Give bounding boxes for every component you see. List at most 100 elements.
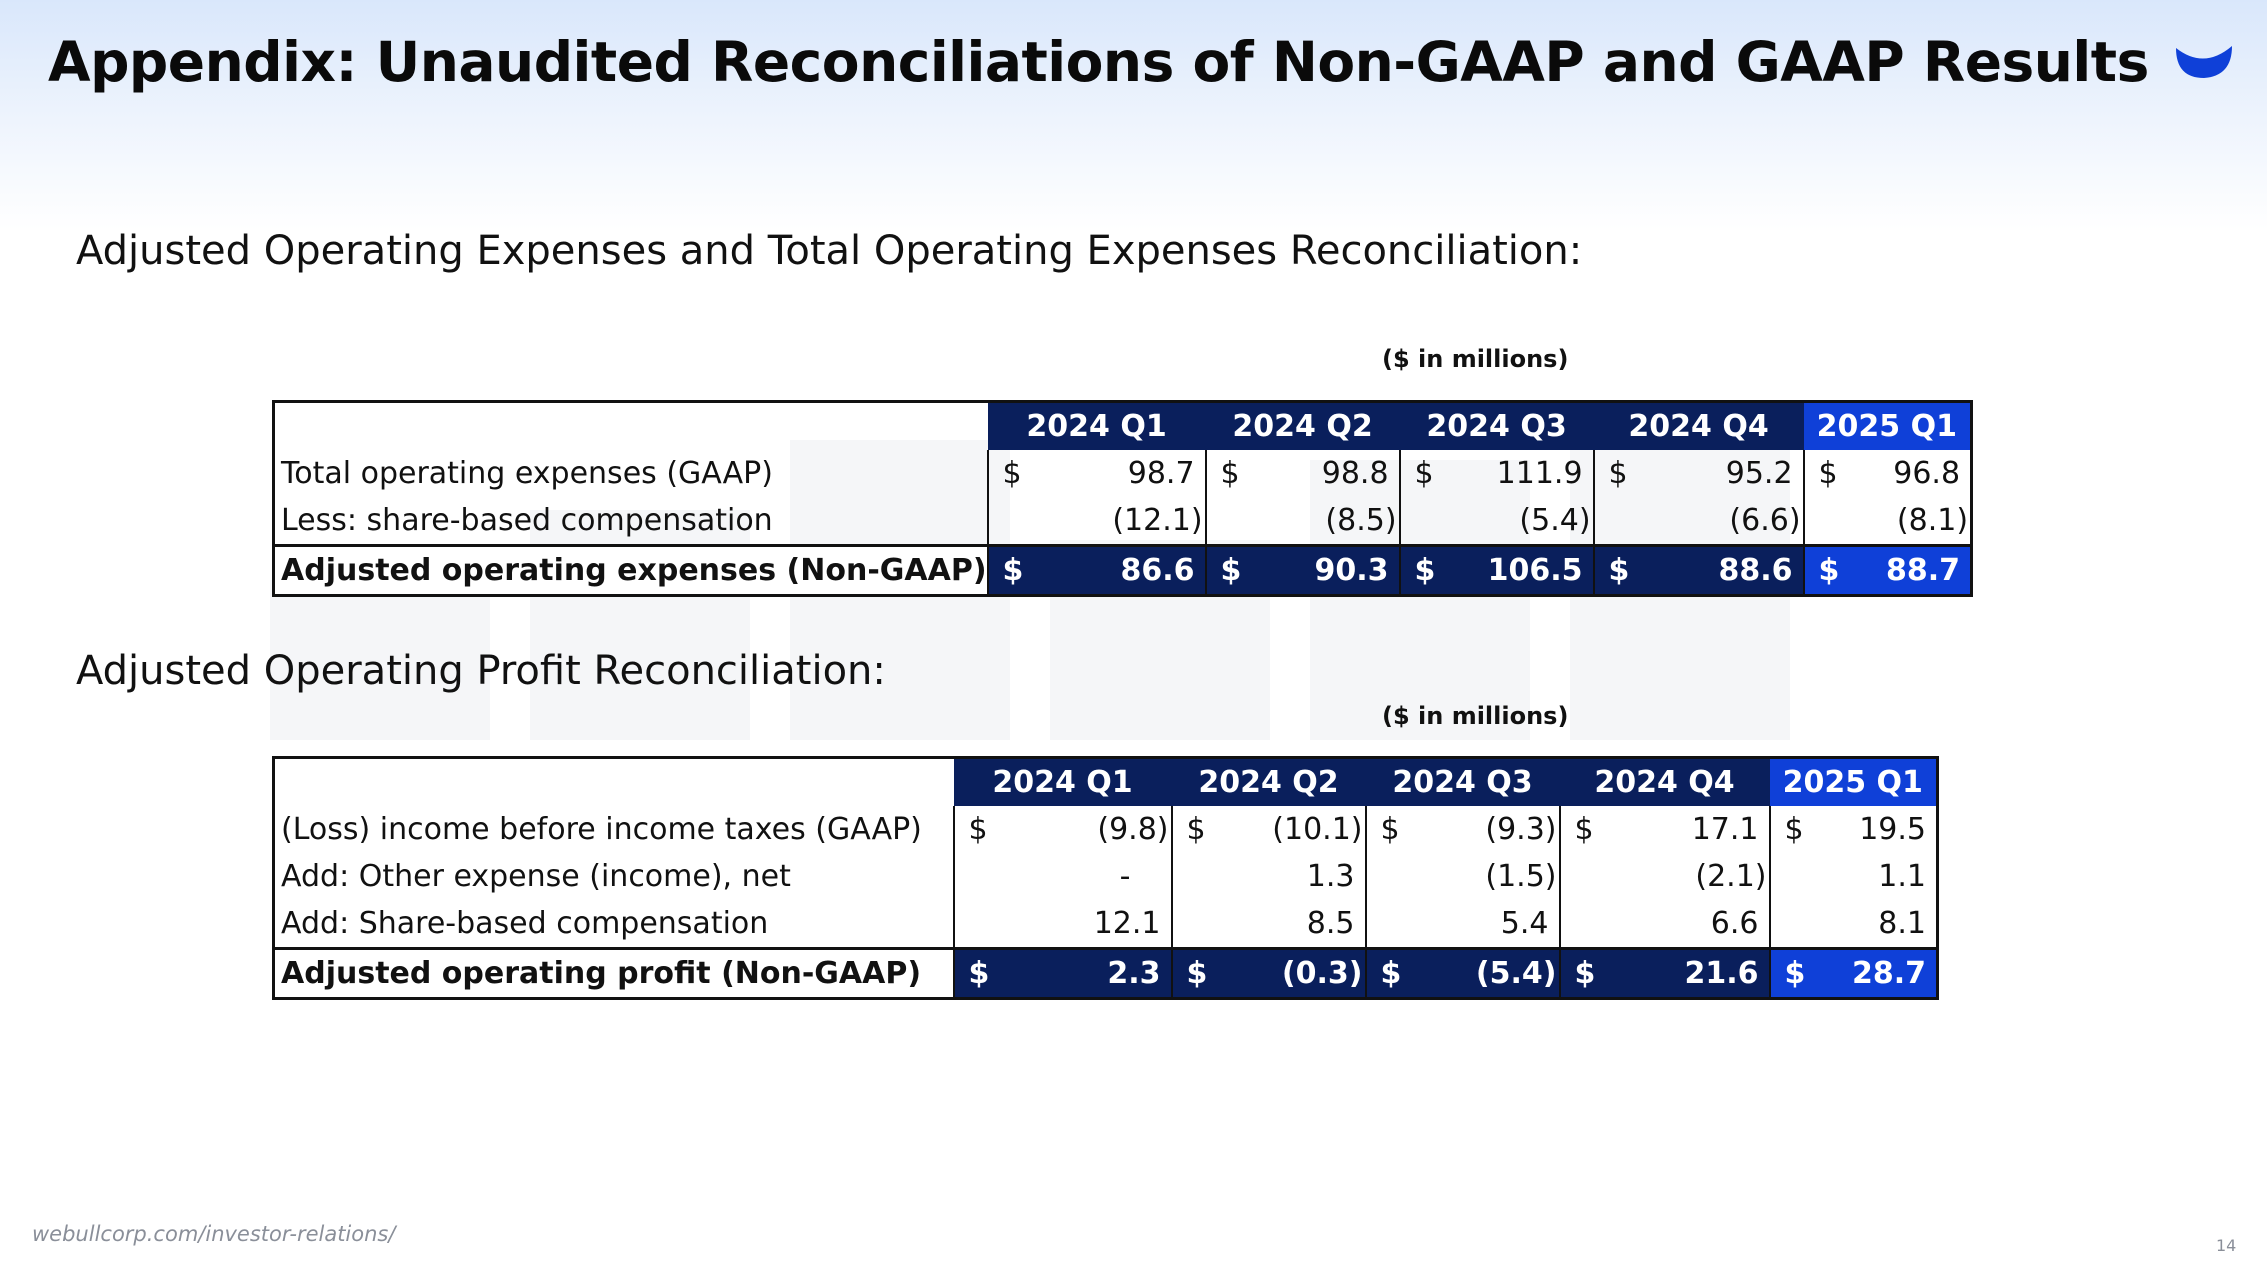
opex-reconciliation-table: 2024 Q1 2024 Q2 2024 Q3 2024 Q4 2025 Q1 … [272,400,1974,597]
profit-reconciliation-table: 2024 Q1 2024 Q2 2024 Q3 2024 Q4 2025 Q1 … [272,756,1939,1000]
currency-cell [1770,900,1812,949]
opex-section-title: Adjusted Operating Expenses and Total Op… [76,228,1583,274]
value-cell: 19.5 [1859,812,1926,847]
total-value-cell: 21.6 [1601,947,1771,999]
value-cell: (9.3) [1407,806,1561,853]
webull-logo-icon [2176,46,2232,78]
currency-cell [1172,853,1214,900]
value-cell: 1.3 [1213,853,1367,900]
currency-cell: $ [1205,544,1248,596]
table-header-row: 2024 Q1 2024 Q2 2024 Q3 2024 Q4 2025 Q1 [274,401,1972,451]
currency-cell: $ [1171,947,1214,999]
currency-cell: $ [953,947,996,999]
value-cell: (10.1) [1213,806,1367,853]
currency-cell: $ [968,812,988,847]
column-header: 2024 Q3 [1365,757,1560,806]
currency-cell: $ [1365,947,1408,999]
currency-cell [1560,853,1602,900]
page-number: 14 [2216,1236,2237,1255]
table-row: Total operating expenses (GAAP) $ 98.7 $… [273,450,1972,497]
row-label: (Loss) income before income taxes (GAAP) [273,806,955,853]
header-blank-cell [274,402,988,451]
table-row: Add: Other expense (income), net - 1.3 (… [273,853,1938,900]
value-cell: (6.6) [1635,497,1805,546]
value-cell: (12.1) [1029,497,1207,546]
value-cell: 12.1 [995,900,1173,949]
currency-cell: $ [987,544,1030,596]
row-label: Total operating expenses (GAAP) [273,450,989,497]
currency-cell: $ [1803,544,1846,596]
total-value-cell: (5.4) [1407,947,1561,999]
currency-cell: $ [1559,947,1602,999]
total-row-label: Adjusted operating profit (Non-GAAP) [273,947,955,999]
table-row: Add: Share-based compensation 12.1 8.5 5… [273,900,1938,949]
column-header: 2024 Q4 [1593,401,1804,450]
row-label: Less: share-based compensation [273,497,989,546]
column-header: 2024 Q1 [987,401,1206,450]
currency-cell: $ [1769,947,1812,999]
value-cell: 6.6 [1601,900,1771,949]
value-cell: 98.7 [1029,450,1207,497]
total-value-cell: 28.7 [1811,947,1938,999]
total-value-cell: 88.6 [1635,544,1805,596]
profit-section-title: Adjusted Operating Profit Reconciliation… [76,648,886,694]
currency-cell: $ [1593,544,1636,596]
currency-cell [954,853,996,900]
slide-title: Appendix: Unaudited Reconciliations of N… [48,30,2149,94]
value-cell: 96.8 [1893,456,1961,491]
currency-cell: $ [1186,812,1206,847]
currency-cell: $ [1414,456,1434,491]
value-cell: (9.8) [995,806,1173,853]
value-cell: (8.5) [1247,497,1401,546]
currency-cell [1804,497,1846,546]
currency-cell: $ [1220,456,1240,491]
currency-cell: $ [1002,456,1022,491]
value-cell: (2.1) [1601,853,1771,900]
value-cell: 111.9 [1441,450,1595,497]
currency-cell [954,900,996,949]
value-cell: 95.2 [1635,450,1805,497]
row-label: Add: Other expense (income), net [273,853,955,900]
profit-units-note: ($ in millions) [1382,702,1569,730]
currency-cell: $ [1399,544,1442,596]
value-cell: (8.1) [1896,503,1969,538]
total-row-label: Adjusted operating expenses (Non-GAAP) [273,544,989,596]
currency-cell: $ [1380,812,1400,847]
total-value-cell: (0.3) [1213,947,1367,999]
currency-cell [1770,853,1812,900]
value-cell: (1.5) [1407,853,1561,900]
column-header-current: 2025 Q1 [1769,757,1938,806]
table-total-row: Adjusted operating expenses (Non-GAAP) $… [273,544,1972,596]
total-value-cell: 2.3 [995,947,1173,999]
value-cell: 17.1 [1601,806,1771,853]
table-row: (Loss) income before income taxes (GAAP)… [273,806,1938,853]
total-value-cell: 86.6 [1029,544,1207,596]
currency-cell [1560,900,1602,949]
row-label: Add: Share-based compensation [273,900,955,949]
currency-cell: $ [1784,812,1804,847]
value-cell: 1.1 [1878,859,1926,894]
total-value-cell: 88.7 [1845,544,1972,596]
currency-cell [1594,497,1636,546]
currency-cell [988,497,1030,546]
currency-cell: $ [1574,812,1594,847]
column-header: 2024 Q4 [1559,757,1770,806]
column-header: 2024 Q3 [1399,401,1594,450]
total-value-cell: 90.3 [1247,544,1401,596]
table-total-row: Adjusted operating profit (Non-GAAP) $ 2… [273,947,1938,999]
value-cell: - [995,853,1173,900]
currency-cell: $ [1608,456,1628,491]
column-header: 2024 Q2 [1205,401,1400,450]
value-cell: 5.4 [1407,900,1561,949]
currency-cell [1206,497,1248,546]
column-header: 2024 Q2 [1171,757,1366,806]
table-row: Less: share-based compensation (12.1) (8… [273,497,1972,546]
value-cell: 8.1 [1878,906,1926,941]
value-cell: 8.5 [1213,900,1367,949]
table-header-row: 2024 Q1 2024 Q2 2024 Q3 2024 Q4 2025 Q1 [274,757,1938,806]
investor-relations-link[interactable]: webullcorp.com/investor-relations/ [32,1222,396,1246]
column-header: 2024 Q1 [953,757,1172,806]
currency-cell [1400,497,1442,546]
currency-cell: $ [1818,456,1838,491]
column-header-current: 2025 Q1 [1803,401,1972,450]
